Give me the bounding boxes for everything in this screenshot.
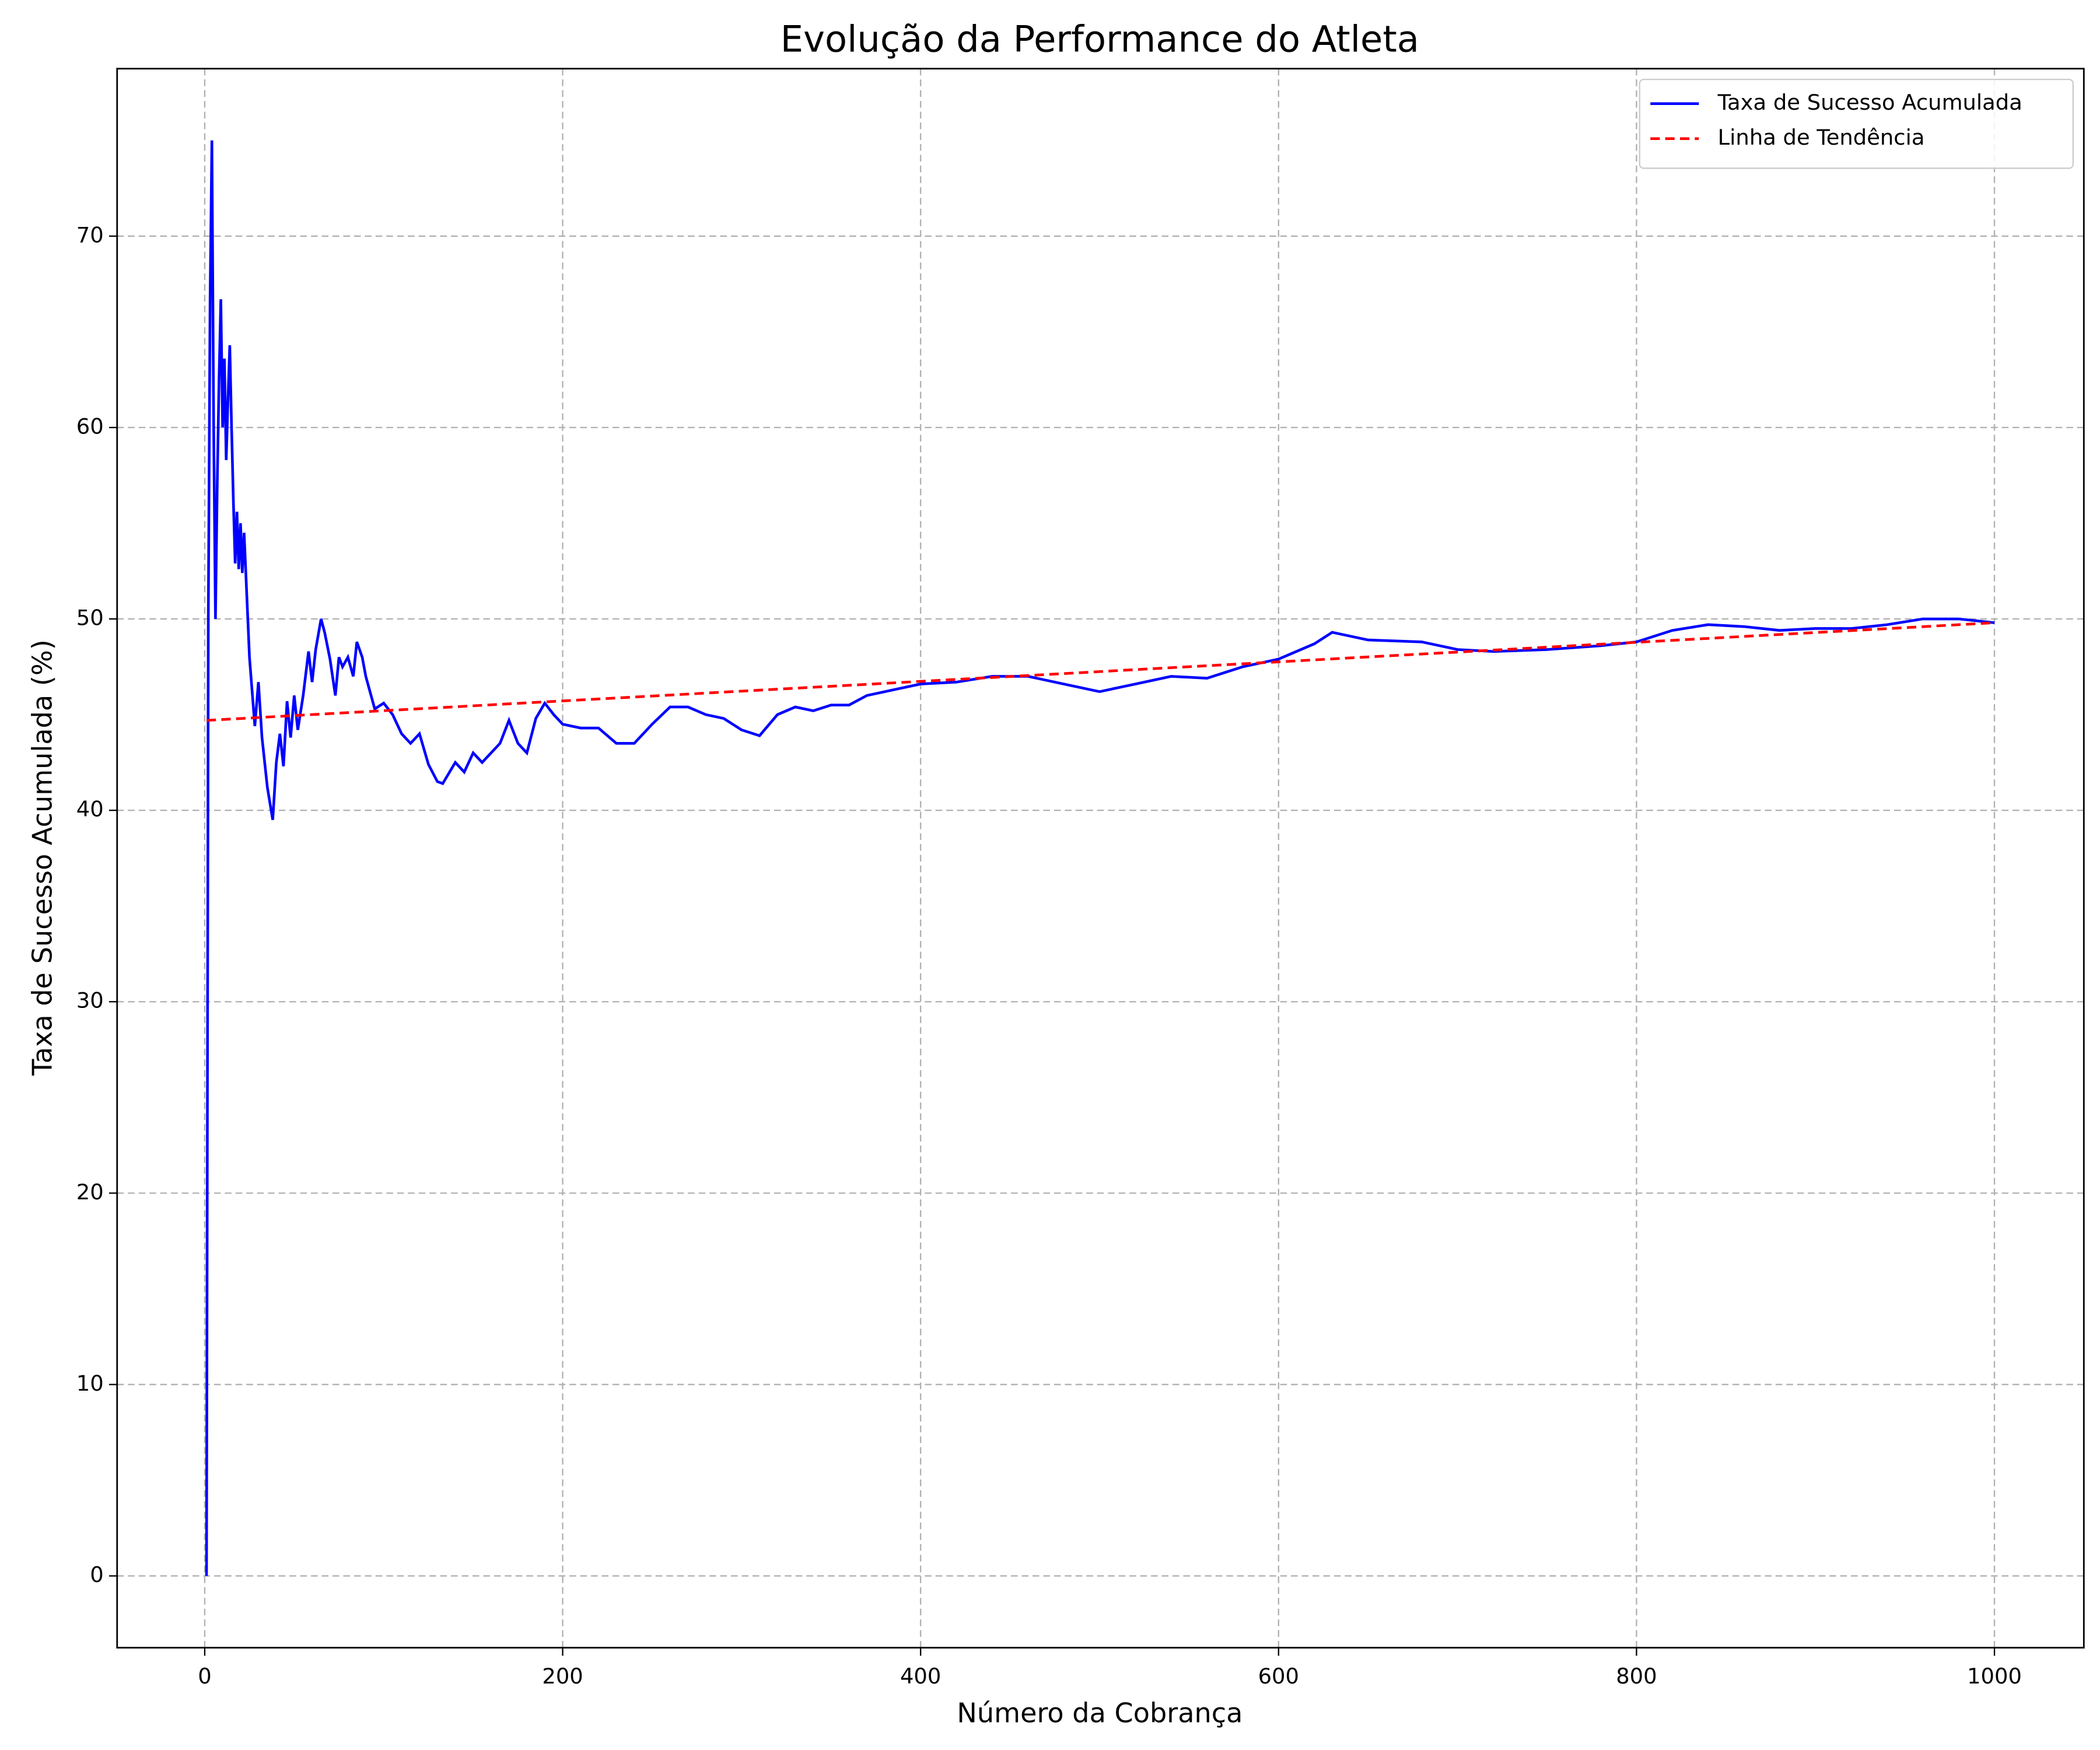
chart-title: Evolução da Performance do Atleta: [780, 18, 1419, 61]
legend-box: [1639, 79, 2074, 169]
y-tick-label: 30: [76, 988, 104, 1013]
y-tick-label: 70: [76, 222, 104, 247]
x-tick-label: 1000: [1967, 1664, 2022, 1689]
y-tick-label: 40: [76, 797, 104, 822]
x-tick-label: 600: [1258, 1664, 1299, 1689]
x-tick-label: 0: [198, 1664, 211, 1689]
x-axis-label: Número da Cobrança: [957, 1698, 1242, 1729]
y-tick-label: 0: [90, 1562, 103, 1587]
legend-label: Linha de Tendência: [1718, 125, 1925, 150]
x-tick-label: 800: [1616, 1664, 1657, 1689]
y-tick-label: 10: [76, 1371, 104, 1396]
plot-frame: [116, 68, 2085, 1648]
y-axis-label: Taxa de Sucesso Acumulada (%): [27, 639, 58, 1076]
y-tick-label: 20: [76, 1180, 104, 1205]
legend-label: Taxa de Sucesso Acumulada: [1717, 90, 2022, 115]
series-line: [206, 621, 1995, 722]
y-tick-label: 50: [76, 606, 104, 631]
x-tick-label: 400: [900, 1664, 941, 1689]
x-tick-label: 200: [542, 1664, 583, 1689]
y-tick-label: 60: [76, 414, 104, 439]
series-line: [205, 140, 1995, 1576]
